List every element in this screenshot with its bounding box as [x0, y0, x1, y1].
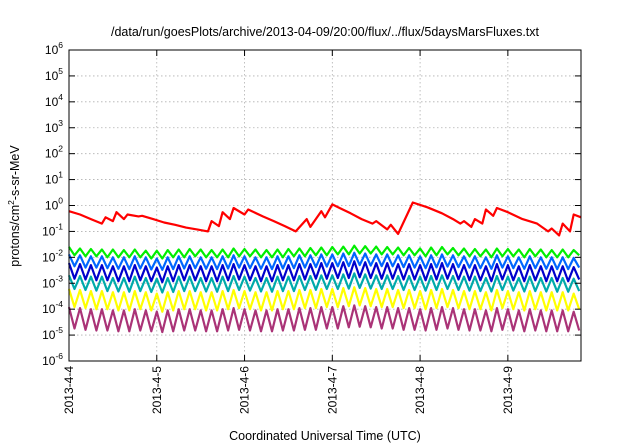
- y-tick-labels: 10-610-510-410-310-210-11001011021031041…: [42, 40, 63, 368]
- y-tick-base: 10: [45, 199, 59, 213]
- y-tick-exponent: -1: [55, 221, 63, 231]
- y-tick-base: 10: [42, 354, 56, 368]
- y-tick-base: 10: [45, 173, 59, 187]
- y-tick-base: 10: [42, 302, 56, 316]
- y-tick-label: 105: [45, 66, 63, 83]
- grid-lines: [69, 50, 581, 361]
- series-line-3: [68, 251, 581, 271]
- series-line-5: [67, 272, 581, 294]
- y-tick-exponent: 2: [58, 144, 63, 154]
- y-tick-label: 10-3: [42, 273, 63, 290]
- y-axis-title-main: protons/cm: [8, 205, 22, 267]
- y-tick-exponent: 4: [58, 92, 63, 102]
- x-tick-label: 2013-4-6: [238, 366, 252, 414]
- series-line-6: [67, 286, 581, 313]
- y-tick-exponent: -2: [55, 247, 63, 257]
- y-tick-base: 10: [42, 276, 56, 290]
- y-tick-exponent: -3: [55, 273, 63, 283]
- y-tick-label: 10-2: [42, 247, 63, 264]
- y-tick-exponent: 0: [58, 196, 63, 206]
- y-tick-label: 10-5: [42, 325, 63, 342]
- x-tick-label: 2013-4-5: [150, 366, 164, 414]
- y-axis-title-exponent: 2: [6, 200, 16, 205]
- plot-frame: [68, 49, 582, 362]
- y-axis-title: protons/cm2-s-sr-MeV: [6, 145, 22, 267]
- x-axis-title: Coordinated Universal Time (UTC): [229, 429, 421, 443]
- y-tick-label: 100: [45, 196, 63, 213]
- y-tick-label: 104: [45, 92, 63, 109]
- y-tick-label: 10-1: [42, 221, 63, 238]
- x-tick-label: 2013-4-9: [501, 366, 515, 414]
- y-tick-base: 10: [42, 328, 56, 342]
- y-tick-base: 10: [45, 147, 59, 161]
- y-tick-base: 10: [42, 250, 56, 264]
- y-tick-base: 10: [45, 121, 59, 135]
- y-tick-label: 10-6: [42, 351, 63, 368]
- series-layer: [67, 201, 582, 334]
- y-tick-base: 10: [45, 69, 59, 83]
- series-line-7: [67, 304, 581, 334]
- y-tick-label: 10-4: [42, 299, 63, 316]
- y-tick-exponent: 1: [58, 170, 63, 180]
- x-tick-label: 2013-4-7: [325, 366, 339, 414]
- x-tick-labels: 2013-4-4 2013-4-5 2013-4-6 2013-4-7 2013-4-8…: [62, 366, 515, 414]
- y-tick-base: 10: [45, 95, 59, 109]
- y-tick-label: 106: [45, 40, 63, 57]
- chart-title: /data/run/goesPlots/archive/2013-04-09/2…: [111, 25, 540, 39]
- y-tick-label: 102: [45, 144, 63, 161]
- y-tick-exponent: -6: [55, 351, 63, 361]
- y-tick-exponent: 3: [58, 118, 63, 128]
- y-tick-label: 101: [45, 170, 63, 187]
- y-tick-label: 103: [45, 118, 63, 135]
- y-tick-base: 10: [45, 43, 59, 57]
- y-tick-exponent: -5: [55, 325, 63, 335]
- y-tick-base: 10: [42, 224, 56, 238]
- y-tick-exponent: 6: [58, 40, 63, 50]
- y-tick-exponent: 5: [58, 66, 63, 76]
- series-line-1: [68, 201, 582, 237]
- y-tick-exponent: -4: [55, 299, 63, 309]
- y-axis-title-unit: -s-sr-MeV: [8, 145, 22, 201]
- x-tick-label: 2013-4-8: [413, 366, 427, 414]
- series-line-4: [67, 260, 581, 284]
- series-line-2: [68, 244, 580, 260]
- x-tick-label: 2013-4-4: [62, 366, 76, 414]
